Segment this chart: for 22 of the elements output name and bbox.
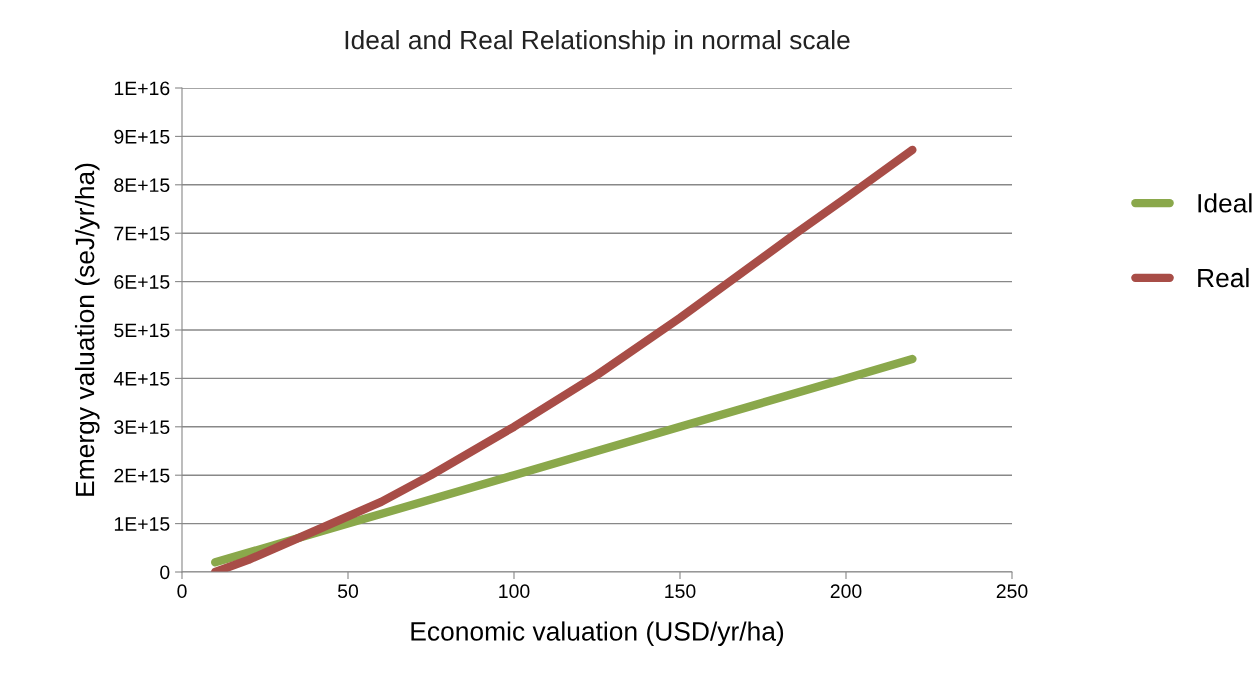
y-tick-label: 6E+15: [114, 275, 170, 289]
y-tick-label: 7E+15: [114, 226, 170, 241]
y-tick-label: 3E+15: [114, 420, 170, 435]
y-tick-label: 1E+16: [114, 81, 170, 96]
y-tick-label: 4E+15: [113, 372, 170, 386]
x-tick-label: 100: [499, 584, 530, 599]
x-tick-label: 50: [337, 584, 359, 599]
y-tick-label: 9E+15: [114, 129, 170, 144]
x-tick-label: 150: [665, 584, 696, 599]
x-tick-label: 200: [830, 584, 862, 599]
x-tick-label: 250: [996, 584, 1028, 599]
y-tick-label: 5E+15: [114, 323, 170, 338]
y-tick-label: 8E+15: [114, 178, 170, 193]
x-axis-title: Economic valuation (USD/yr/ha): [411, 621, 784, 646]
y-tick-label: 1E+15: [114, 517, 170, 531]
y-tick-label: 0: [160, 565, 170, 580]
y-axis-title: Emergy valuation (seJ/yr/ha): [74, 163, 100, 496]
chart-title: Ideal and Real Relationship in normal scale: [345, 29, 850, 55]
legend-label: Ideal: [1198, 193, 1252, 213]
x-tick-label: 0: [177, 584, 187, 599]
y-tick-label: 2E+15: [114, 468, 170, 483]
legend-label: Real: [1198, 267, 1249, 288]
